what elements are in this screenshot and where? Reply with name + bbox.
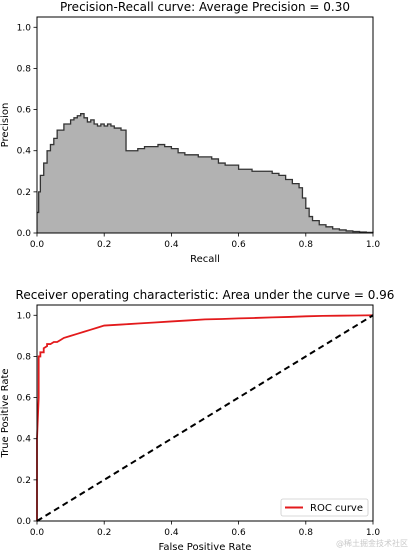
pr-x-tick-label: 0.6	[231, 240, 246, 250]
roc-y-axis-label: True Positive Rate	[0, 368, 11, 458]
roc-x-tick-label: 0.0	[30, 528, 45, 538]
pr-step-line	[37, 113, 374, 234]
pr-axes-frame	[36, 16, 374, 234]
roc-curve-line	[36, 314, 374, 521]
roc-x-axis-label: False Positive Rate	[159, 542, 252, 552]
roc-legend: ROC curve	[280, 498, 369, 517]
pr-y-ticks: 0.0 0.2 0.4 0.6 0.8 1.0	[17, 23, 37, 239]
roc-chance-diagonal-line	[36, 314, 374, 522]
pr-x-ticks: 0.0 0.2 0.4 0.6 0.8 1.0	[30, 233, 381, 250]
pr-title: Precision-Recall curve: Average Precisio…	[60, 0, 350, 14]
roc-title: Receiver operating characteristic: Area …	[16, 288, 395, 302]
roc-panel: Receiver operating characteristic: Area …	[0, 288, 394, 552]
roc-axes-frame	[36, 304, 374, 522]
pr-y-tick-label: 1.0	[17, 23, 32, 33]
roc-y-ticks: 0.0 0.2 0.4 0.6 0.8 1.0	[17, 311, 37, 527]
roc-x-tick-label: 0.4	[164, 528, 179, 538]
roc-y-tick-label: 0.4	[17, 435, 32, 445]
roc-x-tick-label: 0.2	[97, 528, 111, 538]
pr-x-tick-label: 1.0	[366, 240, 381, 250]
roc-x-tick-label: 0.8	[299, 528, 314, 538]
roc-x-tick-label: 1.0	[366, 528, 381, 538]
pr-x-tick-label: 0.0	[30, 240, 45, 250]
pr-y-tick-label: 0.0	[17, 229, 32, 239]
roc-y-tick-label: 0.2	[17, 476, 31, 486]
roc-y-tick-label: 0.8	[17, 352, 32, 362]
roc-x-ticks: 0.0 0.2 0.4 0.6 0.8 1.0	[30, 521, 381, 538]
roc-x-tick-label: 0.6	[231, 528, 246, 538]
pr-y-tick-label: 0.4	[17, 147, 32, 157]
legend-label: ROC curve	[310, 503, 363, 514]
pr-area-fill	[37, 113, 373, 233]
roc-plot-area	[36, 314, 374, 522]
roc-y-tick-label: 0.6	[17, 394, 32, 404]
pr-x-tick-label: 0.2	[97, 240, 111, 250]
roc-y-tick-label: 0.0	[17, 517, 32, 527]
pr-x-tick-label: 0.8	[299, 240, 314, 250]
pr-y-tick-label: 0.8	[17, 64, 32, 74]
pr-x-axis-label: Recall	[190, 254, 220, 265]
pr-y-axis-label: Precision	[0, 103, 11, 148]
pr-y-tick-label: 0.6	[17, 106, 32, 116]
legend-box	[280, 498, 369, 517]
watermark: @稀土掘金技术社区	[336, 538, 408, 548]
pr-plot-area	[37, 113, 374, 234]
pr-x-tick-label: 0.4	[164, 240, 179, 250]
pr-y-tick-label: 0.2	[17, 188, 31, 198]
pr-panel: Precision-Recall curve: Average Precisio…	[0, 0, 380, 265]
roc-y-tick-label: 1.0	[17, 311, 32, 321]
